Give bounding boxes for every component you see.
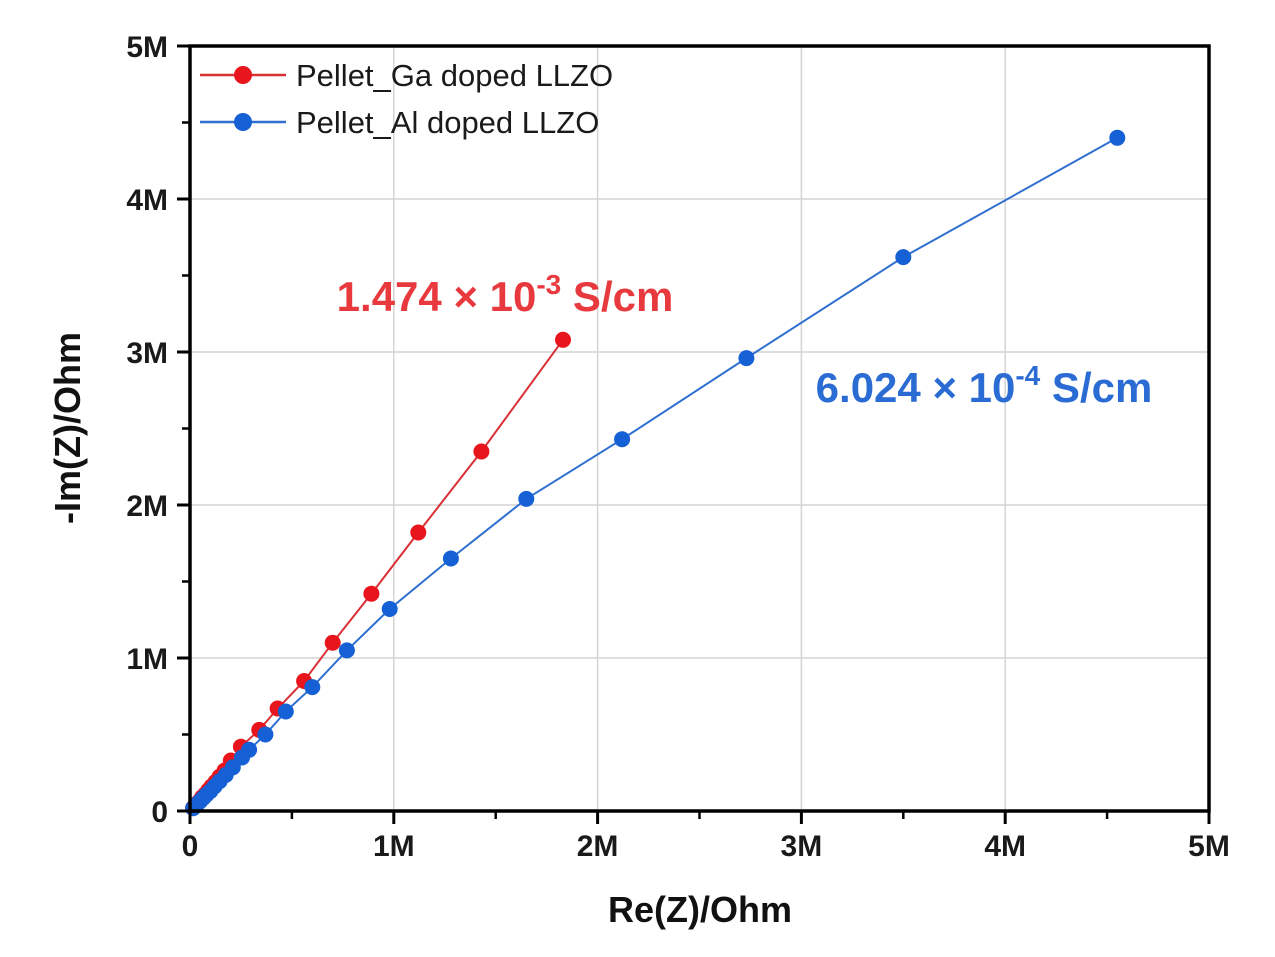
y-tick-label: 5M: [126, 31, 168, 64]
data-point: [473, 443, 490, 460]
legend-item-ga: Pellet_Ga doped LLZO: [200, 58, 613, 93]
legend-label-al: Pellet_Al doped LLZO: [296, 105, 599, 140]
plot-frame: [188, 44, 1211, 813]
legend-marker-al: [234, 113, 252, 131]
data-point: [381, 601, 398, 617]
x-tick-label: 1M: [373, 830, 415, 863]
legend-marker-ga: [234, 66, 252, 84]
data-point: [518, 490, 535, 507]
data-point: [304, 679, 321, 696]
series-1: [185, 129, 1126, 817]
annotation-ga-conductivity: 1.474 × 10-3 S/cm: [337, 269, 674, 320]
data-point: [442, 550, 459, 567]
annotation-ga-unit: S/cm: [561, 273, 673, 320]
y-tick-label: 1M: [126, 643, 168, 676]
y-axis-title: -Im(Z)/Ohm: [47, 332, 88, 524]
data-point: [895, 249, 912, 266]
x-tick-label: 2M: [577, 830, 619, 863]
y-tick-label: 0: [151, 796, 168, 829]
annotation-al-exponent: -4: [1015, 360, 1040, 391]
x-axis-title: Re(Z)/Ohm: [608, 889, 792, 930]
data-point: [338, 642, 355, 659]
x-tick-label: 5M: [1188, 830, 1230, 863]
x-tick-label: 3M: [781, 830, 823, 863]
annotation-ga-exponent: -3: [536, 269, 561, 300]
data-point: [324, 634, 341, 651]
x-tick-label: 0: [182, 830, 199, 863]
legend-label-ga: Pellet_Ga doped LLZO: [296, 58, 613, 93]
legend-item-al: Pellet_Al doped LLZO: [200, 105, 599, 140]
annotation-al-base: 6.024 × 10: [816, 364, 1016, 411]
y-tick-label: 4M: [126, 184, 168, 217]
series-line: [192, 339, 564, 809]
data-point: [277, 703, 294, 720]
annotation-ga-base: 1.474 × 10: [337, 273, 537, 320]
data-point: [363, 585, 380, 602]
tick-layer: 0 1M 2M 3M 4M 5M 0 1M 2M 3M 4M 5M: [126, 31, 1230, 863]
data-point: [614, 431, 631, 448]
data-point: [1109, 129, 1126, 146]
series-layer: [185, 129, 1126, 817]
data-point: [257, 726, 274, 743]
data-point: [241, 741, 258, 758]
annotation-al-unit: S/cm: [1040, 364, 1152, 411]
series-line: [192, 136, 1118, 809]
data-point: [738, 350, 755, 367]
grid-layer: [190, 46, 1209, 811]
series-0: [185, 331, 571, 816]
data-point: [555, 331, 571, 348]
legend: Pellet_Ga doped LLZO Pellet_Al doped LLZ…: [200, 58, 613, 140]
x-tick-label: 4M: [984, 830, 1026, 863]
y-tick-label: 3M: [126, 337, 168, 370]
data-point: [410, 524, 427, 541]
y-tick-label: 2M: [126, 490, 168, 523]
annotation-al-conductivity: 6.024 × 10-4 S/cm: [816, 360, 1153, 411]
